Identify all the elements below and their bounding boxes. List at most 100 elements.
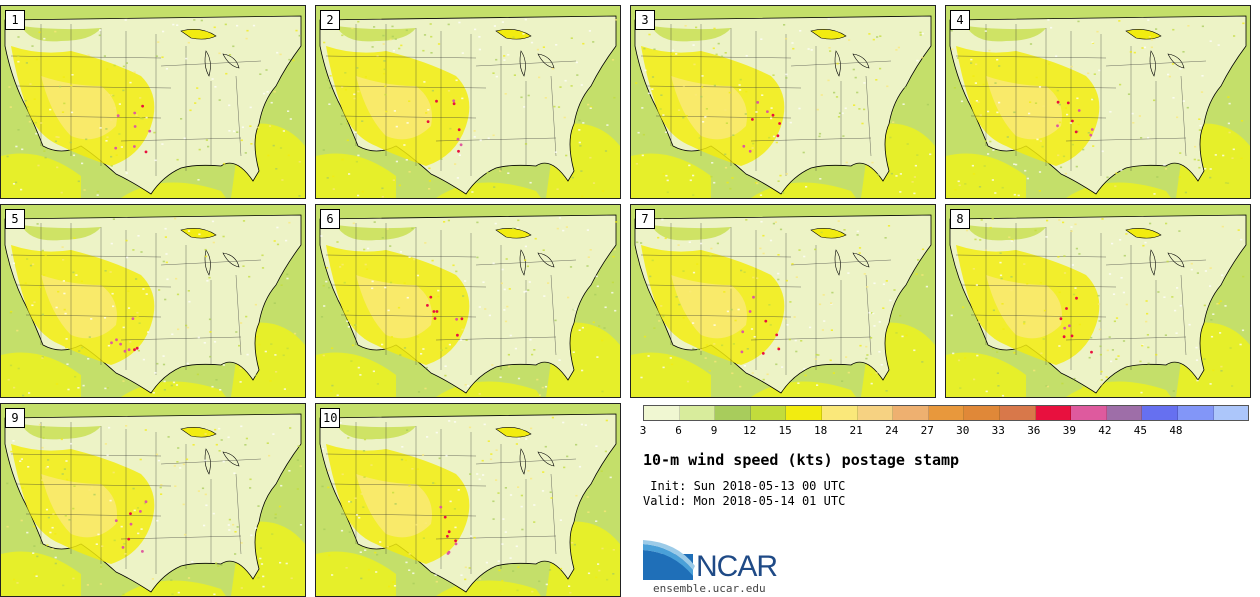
ncar-logo-icon[interactable] [643, 540, 695, 580]
wind-speckle [386, 546, 389, 548]
member-panel-10[interactable]: 10 [315, 403, 621, 597]
wind-speckle [214, 428, 217, 431]
wind-speckle [578, 329, 581, 331]
wind-speckle [1120, 169, 1123, 172]
member-panel-2[interactable]: 2 [315, 5, 621, 199]
wind-speckle [327, 469, 330, 472]
wind-speckle [713, 343, 716, 345]
state-border [160, 60, 262, 67]
wind-speckle [482, 281, 485, 283]
wind-speckle [660, 305, 663, 307]
state-border [325, 453, 477, 457]
member-panel-4[interactable]: 4 [945, 5, 1251, 199]
wind-speckle [435, 580, 438, 583]
state-border [120, 336, 242, 341]
wind-speckle [1194, 145, 1197, 148]
wind-speckle [873, 325, 876, 327]
wind-speckle [553, 105, 556, 108]
wind-speckle [93, 493, 96, 496]
member-panel-7[interactable]: 7 [630, 204, 936, 398]
wind-speckle [729, 287, 732, 289]
wind-speckle [341, 86, 344, 88]
strong-wind-point [114, 519, 118, 522]
wind-speckle [1063, 255, 1066, 257]
wind-speckle [280, 284, 283, 286]
colorbar-swatch [857, 406, 894, 420]
wind-speckle [897, 46, 900, 49]
wind-speckle [469, 473, 472, 475]
member-panel-1[interactable]: 1 [0, 5, 306, 199]
wind-speckle [38, 423, 41, 426]
strong-wind-point [748, 149, 752, 153]
member-panel-6[interactable]: 6 [315, 204, 621, 398]
state-border [1180, 274, 1187, 356]
wind-speckle [751, 372, 754, 374]
wind-speckle [664, 237, 667, 240]
wind-speckle [777, 254, 780, 256]
wind-speckle [500, 282, 503, 285]
wind-speckle [1023, 322, 1026, 325]
wind-speckle [129, 81, 132, 84]
member-panel-5[interactable]: 5 [0, 204, 306, 398]
wind-speckle [321, 448, 325, 450]
member-panel-8[interactable]: 8 [945, 204, 1251, 398]
wind-speckle [649, 275, 652, 278]
wind-speckle [122, 593, 125, 596]
wind-speckle [1125, 303, 1128, 306]
wind-speckle [988, 49, 991, 52]
wind-speckle [686, 380, 690, 383]
wind-speckle [1115, 172, 1118, 175]
wind-speckle [120, 525, 123, 528]
wind-speckle [817, 354, 820, 356]
wind-speckle [797, 382, 800, 384]
wind-speckle [104, 270, 107, 272]
member-panel-3[interactable]: 3 [630, 5, 936, 199]
wind-speckle [204, 433, 207, 435]
wind-speckle [779, 228, 783, 231]
wind-speckle [875, 372, 878, 374]
wind-speckle [266, 91, 269, 93]
wind-speckle [578, 465, 582, 468]
wind-speckle [145, 116, 148, 119]
wind-speckle [417, 391, 421, 393]
wind-speckle [398, 47, 401, 50]
state-border [550, 274, 557, 356]
wind-speckle [170, 384, 173, 387]
wind-speckle [197, 490, 200, 492]
wind-speckle [44, 156, 47, 159]
wind-speckle [1140, 137, 1143, 139]
wind-speckle [491, 364, 494, 366]
strong-wind-point [435, 310, 439, 313]
wind-speckle [357, 366, 360, 369]
wind-speckle [1087, 72, 1090, 75]
wind-speckle [516, 227, 519, 229]
wind-speckle [12, 440, 15, 442]
colorbar-tick-label: 45 [1133, 424, 1148, 437]
wind-speckle [750, 328, 754, 330]
strong-wind-point [752, 295, 755, 299]
wind-speckle [784, 317, 787, 320]
wind-speckle [322, 354, 325, 357]
pacific-wind-field [316, 551, 396, 596]
wind-speckle [35, 132, 38, 135]
wind-speckle [6, 155, 9, 158]
wind-speckle [33, 545, 36, 547]
wind-speckle [323, 305, 326, 307]
member-panel-9[interactable]: 9 [0, 403, 306, 597]
wind-speckle [636, 241, 639, 244]
wind-speckle [854, 76, 857, 79]
wind-speckle [32, 263, 35, 266]
wind-speckle [665, 174, 668, 177]
wind-speckle [712, 47, 715, 50]
wind-speckle [298, 195, 301, 197]
wind-speckle [692, 194, 695, 196]
ensemble-url[interactable]: ensemble.ucar.edu [653, 582, 766, 595]
wind-speckle [531, 590, 534, 593]
wind-speckle [127, 307, 131, 309]
wind-speckle [1057, 154, 1060, 157]
wind-speckle [1221, 274, 1224, 277]
strong-wind-point [139, 510, 142, 513]
wind-speckle [841, 112, 844, 115]
wind-speckle [880, 364, 883, 366]
wind-speckle [288, 58, 291, 61]
